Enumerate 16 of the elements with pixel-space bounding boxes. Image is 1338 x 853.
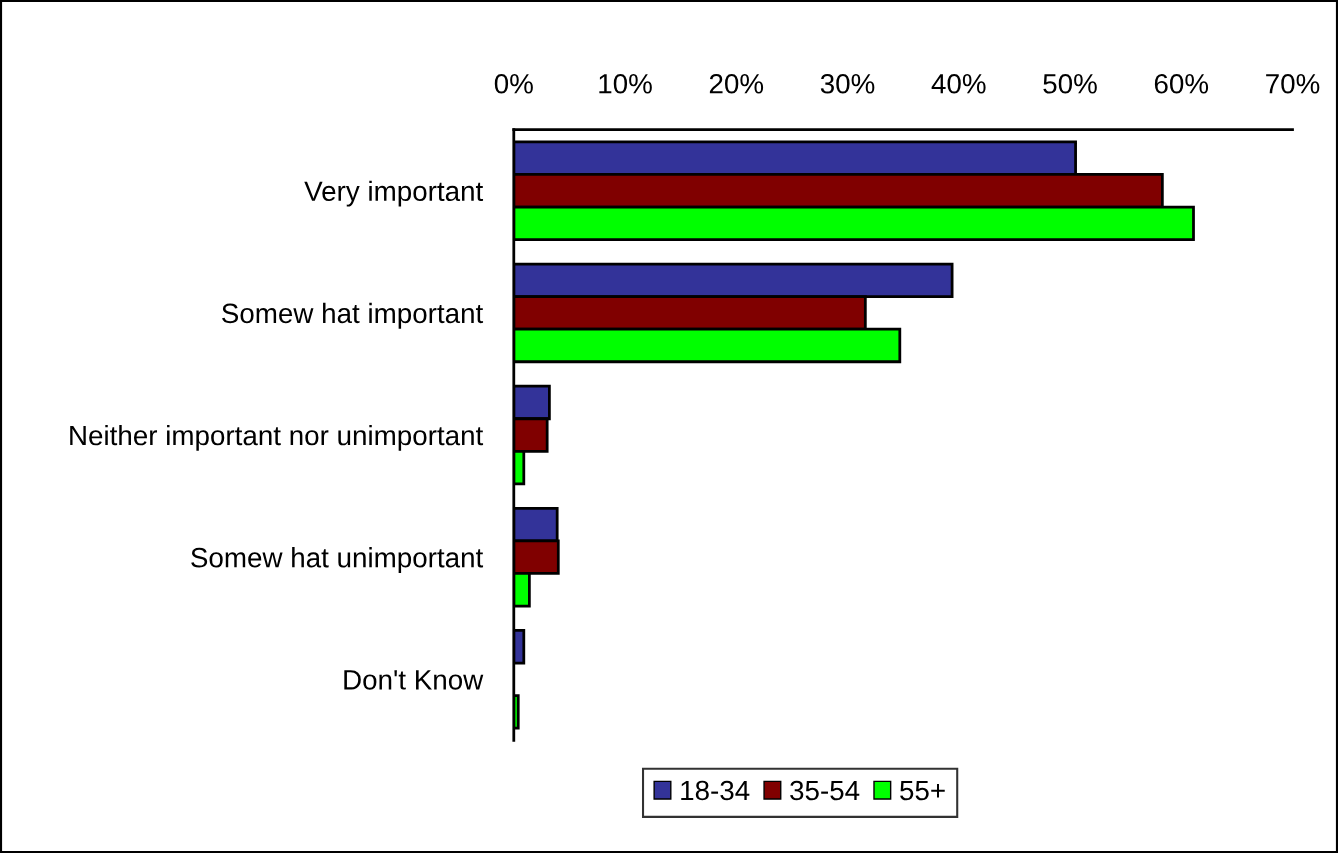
x-tick-label: 20%	[709, 73, 764, 94]
y-tick-label: Somew hat important	[222, 302, 484, 329]
legend-label: 55+	[900, 780, 945, 801]
legend-label: 18-34	[681, 780, 750, 801]
y-tick-label: Somew hat unimportant	[191, 547, 484, 574]
x-tick-label: 70%	[1266, 73, 1320, 94]
x-tick-label: 50%	[1043, 73, 1097, 94]
x-tick-label: 60%	[1154, 73, 1209, 94]
legend-label: 35-54	[790, 780, 860, 801]
x-tick-label: 30%	[820, 73, 875, 94]
x-tick-label: 10%	[599, 73, 652, 94]
x-tick-label: 0%	[494, 73, 533, 94]
y-tick-label: Very important	[304, 180, 484, 207]
y-tick-label: Neither important nor unimportant	[70, 424, 484, 451]
x-tick-label: 40%	[931, 73, 986, 94]
y-tick-label: Don't Know	[344, 670, 484, 690]
